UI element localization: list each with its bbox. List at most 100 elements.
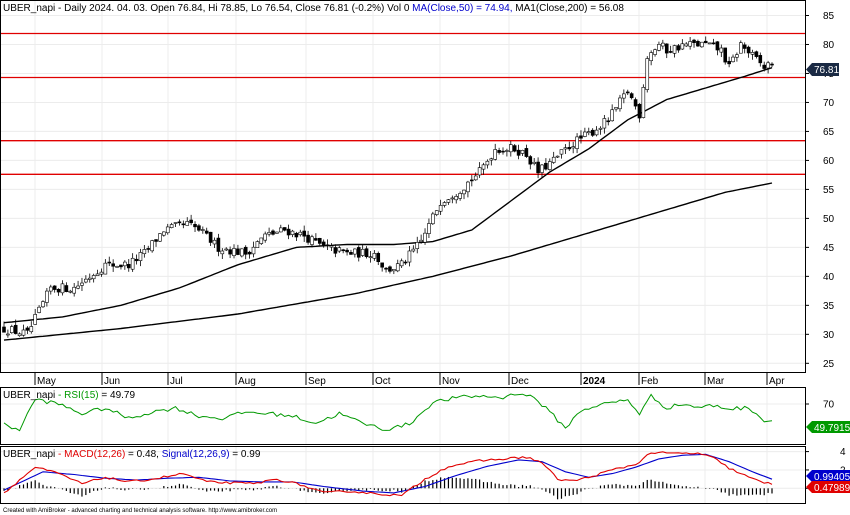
candle: [185, 217, 190, 226]
candle: [126, 259, 131, 272]
candle: [17, 332, 22, 337]
candle: [278, 224, 283, 233]
price-tick-label: 40: [823, 272, 835, 283]
candle: [48, 284, 53, 295]
candle: [267, 227, 271, 237]
x-axis-label: Dec: [511, 376, 529, 387]
candle: [368, 250, 373, 263]
candle: [672, 44, 677, 58]
candle: [575, 133, 579, 154]
candle: [431, 211, 435, 225]
candle: [497, 147, 501, 155]
candle: [80, 277, 84, 292]
candle: [314, 233, 318, 241]
candle: [711, 38, 716, 45]
candle: [208, 231, 213, 246]
candle: [563, 144, 568, 154]
candle: [146, 245, 151, 253]
candle: [177, 219, 182, 226]
candle: [419, 234, 423, 244]
candle: [216, 233, 221, 257]
macd-signal-badge: 0.99405: [806, 470, 850, 483]
candle: [489, 157, 494, 166]
svg-text:0.99405: 0.99405: [814, 472, 850, 483]
candle: [758, 52, 763, 67]
rsi-tick-label: 70: [823, 400, 835, 411]
last-price-badge: 76.81: [806, 63, 839, 76]
candle: [247, 250, 252, 259]
candle: [532, 157, 536, 166]
candle: [115, 265, 119, 268]
candle: [559, 149, 564, 159]
candle: [528, 155, 533, 170]
macd-value-badge: 0.479895: [806, 481, 850, 494]
candle: [645, 56, 650, 93]
candle: [45, 287, 49, 307]
candle: [275, 231, 279, 234]
macd-tick-label: 4: [840, 447, 846, 458]
rsi-last-badge: 49.7915: [806, 421, 850, 434]
candle: [661, 39, 665, 50]
candle: [321, 239, 326, 248]
candle: [294, 231, 299, 242]
candle: [407, 245, 412, 267]
price-tick-label: 65: [823, 127, 835, 138]
candle: [6, 329, 10, 338]
candle: [306, 230, 310, 245]
candle: [458, 191, 462, 201]
candle: [251, 241, 256, 258]
candle: [21, 324, 26, 337]
candle: [544, 158, 548, 171]
candle: [259, 237, 264, 245]
candle: [735, 52, 739, 62]
candle: [446, 199, 451, 205]
candle: [271, 229, 275, 236]
svg-text:76.81: 76.81: [814, 65, 839, 76]
candle: [76, 280, 80, 290]
candle: [649, 50, 653, 66]
candle: [586, 127, 591, 136]
candle: [477, 162, 482, 178]
candle: [473, 172, 478, 181]
candle: [103, 259, 108, 275]
candle: [754, 50, 759, 59]
candle: [87, 273, 92, 283]
candle: [485, 159, 490, 169]
candle: [220, 248, 225, 260]
candle: [411, 245, 416, 253]
macd-header: UBER_napi - MACD(12,26) = 0.48, Signal(1…: [3, 449, 261, 460]
candle: [606, 117, 611, 126]
candle: [99, 268, 104, 277]
candle: [349, 249, 353, 255]
candle: [516, 144, 521, 160]
candle: [762, 61, 767, 72]
candle: [590, 128, 595, 137]
svg-text:49.7915: 49.7915: [814, 423, 850, 434]
candle: [333, 244, 338, 258]
candle: [64, 282, 69, 293]
candle: [641, 84, 646, 119]
x-axis-label: 2024: [583, 376, 606, 387]
candle: [610, 104, 614, 122]
candle: [625, 89, 630, 96]
candle: [290, 229, 295, 238]
candle: [380, 262, 384, 272]
candle: [551, 151, 556, 164]
candle: [637, 103, 642, 123]
svg-text:0.479895: 0.479895: [814, 483, 850, 494]
candle: [255, 240, 260, 248]
candle: [594, 126, 599, 137]
candle: [376, 251, 381, 266]
candle: [415, 236, 420, 254]
candle: [388, 265, 392, 274]
candle: [154, 239, 158, 247]
candle: [150, 239, 154, 253]
candle: [37, 305, 41, 314]
candle: [547, 158, 552, 171]
candle: [13, 319, 18, 335]
candle: [91, 273, 96, 283]
candle: [9, 324, 14, 334]
candle: [360, 245, 365, 258]
candle: [60, 280, 65, 296]
candle: [181, 220, 186, 229]
